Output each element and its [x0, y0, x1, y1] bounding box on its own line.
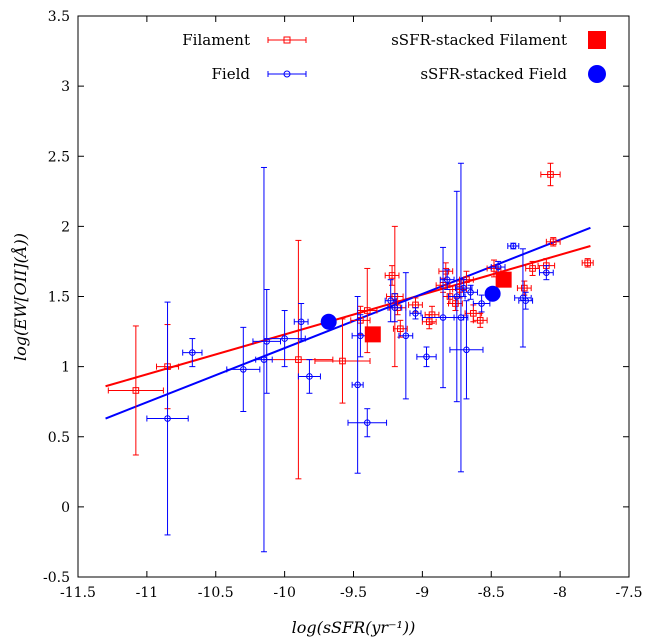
- x-axis-label: log(sSFR(yr⁻¹)): [292, 618, 416, 637]
- fit-line-field: [105, 226, 591, 420]
- point-ssfr-stacked-field: [320, 313, 337, 330]
- point-field: [423, 353, 430, 361]
- point-field: [164, 415, 171, 422]
- axes: -11.5 -11 -10.5 -10 -9.5 -9 -8.5 -8 -7.5 -0.5 0 0.5…: [43, 9, 643, 601]
- point-ssfr-stacked-filament: [495, 271, 512, 288]
- y-tick-label: 1: [61, 360, 70, 376]
- point-filament: [584, 259, 591, 267]
- point-field: [402, 332, 410, 340]
- point-filament: [470, 310, 477, 317]
- point-filament: [547, 171, 554, 178]
- point-field: [543, 269, 550, 276]
- point-filament: [521, 284, 528, 292]
- x-tick-label: -9.5: [340, 585, 367, 601]
- point-filament: [529, 265, 536, 272]
- legend-label-filament: Filament: [182, 31, 250, 49]
- y-tick-label: -0.5: [43, 570, 70, 586]
- y-tick-label: 3.5: [48, 9, 70, 25]
- point-filament: [339, 357, 346, 365]
- y-tick-label: 1.5: [48, 290, 70, 306]
- point-field: [467, 288, 474, 296]
- fit-line-filament: [105, 245, 591, 388]
- x-tick-label: -8.5: [478, 585, 505, 601]
- plot-frame: [77, 15, 630, 578]
- fit-lines: [105, 226, 591, 420]
- legend: Filament Field sSFR-stacked Filament sSFR-s…: [182, 31, 606, 83]
- legend-label-field: Field: [212, 65, 251, 83]
- point-field: [463, 346, 470, 354]
- legend-marker-field: [283, 70, 291, 78]
- point-field: [354, 381, 361, 389]
- point-field: [457, 314, 465, 321]
- legend-label-ssfr-stacked-filament: sSFR-stacked Filament: [391, 31, 567, 49]
- x-tick-label: -10.5: [198, 585, 234, 601]
- point-field: [306, 373, 313, 380]
- point-filament: [549, 238, 557, 246]
- point-ssfr-stacked-filament: [364, 326, 381, 343]
- point-filament: [452, 300, 459, 307]
- x-tick-label: -11: [136, 585, 159, 601]
- y-axis-label: log(EW[OII](Å)): [10, 233, 30, 361]
- point-filament: [397, 325, 404, 333]
- point-field: [412, 310, 419, 317]
- x-tick-label: -11.5: [60, 585, 96, 601]
- point-ssfr-stacked-field: [484, 285, 501, 302]
- legend-marker-ssfr-stacked-field: [588, 65, 606, 83]
- point-field: [363, 419, 371, 427]
- point-field: [391, 304, 399, 312]
- legend-label-ssfr-stacked-field: sSFR-stacked Field: [420, 65, 567, 83]
- point-field: [297, 318, 305, 326]
- point-field: [189, 349, 196, 356]
- x-tick-label: -7.5: [616, 585, 643, 601]
- point-field: [439, 314, 447, 321]
- point-field: [494, 263, 502, 271]
- x-tick-label: -8: [553, 585, 567, 601]
- y-tick-label: 2.5: [48, 149, 70, 165]
- point-field: [443, 276, 451, 283]
- point-field: [281, 335, 288, 342]
- point-filament: [295, 356, 302, 363]
- point-field: [509, 242, 517, 250]
- y-tick-label: 2: [61, 219, 70, 235]
- x-tick-label: -10: [273, 585, 296, 601]
- point-filament: [363, 307, 371, 314]
- point-field: [387, 297, 394, 305]
- point-field: [240, 366, 247, 373]
- data-points: [107, 162, 594, 553]
- point-field: [453, 293, 461, 300]
- point-filament: [476, 317, 484, 324]
- x-tick-label: -9: [416, 585, 430, 601]
- point-filament: [132, 387, 140, 394]
- point-field: [357, 332, 364, 340]
- y-tick-label: 0: [61, 500, 70, 516]
- legend-marker-filament: [283, 36, 291, 44]
- y-tick-label: 0.5: [48, 430, 70, 446]
- legend-marker-ssfr-stacked-filament: [588, 31, 606, 49]
- point-field: [522, 297, 529, 305]
- point-field: [478, 300, 485, 307]
- y-tick-label: 3: [61, 79, 70, 95]
